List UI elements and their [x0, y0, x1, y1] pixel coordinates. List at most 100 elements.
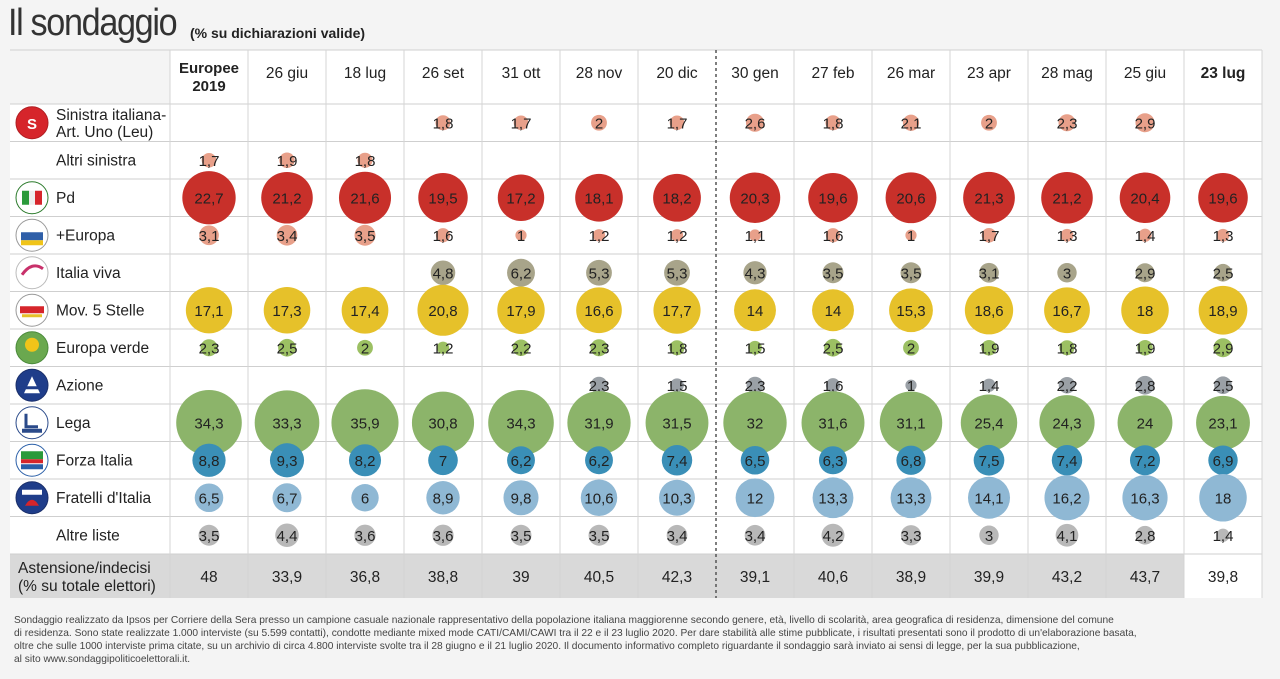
value-bubble — [199, 225, 219, 246]
value-bubble — [354, 224, 376, 246]
value-label: 8,8 — [199, 453, 220, 470]
value-bubble — [585, 446, 613, 475]
value-bubble — [1060, 228, 1074, 242]
value-bubble — [889, 288, 933, 333]
value-label: 20,8 — [428, 303, 457, 320]
value-label: 1,8 — [1057, 340, 1078, 357]
value-label: 34,3 — [506, 415, 535, 432]
abstention-value: 33,9 — [272, 569, 302, 586]
value-bubble — [512, 339, 530, 357]
value-bubble — [818, 446, 848, 475]
value-label: 17,9 — [506, 303, 535, 320]
value-bubble — [821, 523, 845, 547]
value-bubble — [1057, 263, 1077, 283]
value-bubble — [426, 481, 460, 515]
value-label: 1,7 — [979, 228, 1000, 245]
value-label: 2,3 — [589, 378, 610, 395]
value-bubble — [507, 258, 535, 287]
value-label: 13,3 — [818, 490, 847, 507]
abstention-last-cell — [1184, 554, 1262, 598]
value-bubble — [661, 445, 693, 476]
value-label: 2,3 — [745, 378, 766, 395]
value-bubble — [497, 286, 545, 334]
value-label: 2 — [985, 115, 993, 132]
abstention-value: 40,5 — [584, 569, 614, 586]
value-label: 1,7 — [511, 115, 532, 132]
value-label: 13,3 — [896, 490, 925, 507]
value-label: 2,5 — [823, 340, 844, 357]
value-bubble — [194, 483, 224, 513]
value-bubble — [1196, 395, 1250, 450]
value-bubble — [824, 338, 842, 357]
value-label: 2,3 — [589, 340, 610, 357]
value-bubble — [670, 378, 684, 393]
value-label: 3,5 — [589, 528, 610, 545]
value-label: 1,4 — [979, 378, 1000, 395]
value-bubble — [428, 445, 458, 476]
abstention-value: 40,6 — [818, 569, 848, 586]
value-bubble — [201, 152, 217, 168]
value-label: 3,5 — [511, 528, 532, 545]
value-bubble — [488, 389, 554, 456]
row-label: Altre liste — [56, 527, 120, 544]
value-label: 1 — [907, 378, 915, 395]
value-bubble — [669, 115, 685, 131]
value-label: 1,8 — [433, 115, 454, 132]
value-label: 7,5 — [979, 453, 1000, 470]
value-label: 2,9 — [1135, 265, 1156, 282]
value-label: 1,6 — [823, 228, 844, 245]
value-label: 2 — [361, 340, 369, 357]
value-bubble — [1135, 375, 1155, 395]
value-label: 2,5 — [277, 340, 298, 357]
value-bubble — [745, 113, 765, 132]
value-bubble — [590, 376, 608, 394]
value-bubble — [981, 227, 997, 243]
value-label: 6,2 — [511, 453, 532, 470]
value-label: 2,2 — [1057, 378, 1078, 395]
value-bubble — [1213, 338, 1233, 358]
value-bubble — [278, 338, 296, 357]
value-label: 1,2 — [589, 228, 610, 245]
value-label: 3,4 — [277, 228, 298, 245]
svg-text:S: S — [27, 116, 37, 133]
value-label: 15,3 — [896, 303, 925, 320]
value-label: 2,2 — [511, 340, 532, 357]
value-bubble — [967, 476, 1011, 519]
value-label: 25,4 — [974, 415, 1003, 432]
value-bubble — [964, 286, 1014, 335]
value-label: 16,7 — [1052, 303, 1081, 320]
value-label: 17,7 — [662, 303, 691, 320]
value-bubble — [902, 114, 920, 131]
value-label: 8,9 — [433, 490, 454, 507]
value-label: 1,6 — [433, 228, 454, 245]
value-label: 3,3 — [901, 528, 922, 545]
value-bubble — [900, 525, 922, 546]
value-label: 17,4 — [350, 303, 379, 320]
value-label: 1,3 — [1213, 228, 1234, 245]
abstention-value: 43,7 — [1130, 569, 1160, 586]
value-label: 10,6 — [584, 490, 613, 507]
value-bubble — [261, 171, 313, 224]
value-bubble — [507, 446, 535, 475]
value-bubble — [354, 524, 376, 546]
value-bubble — [1137, 340, 1153, 356]
abstention-value: 43,2 — [1052, 569, 1082, 586]
value-label: 22,7 — [194, 190, 223, 207]
value-label: 21,2 — [272, 190, 301, 207]
value-label: 1 — [907, 228, 915, 245]
value-label: 35,9 — [350, 415, 379, 432]
value-bubble — [263, 286, 311, 334]
row-label: Forza Italia — [56, 452, 133, 469]
value-label: 2,9 — [1213, 340, 1234, 357]
column-header: 26 set — [422, 65, 465, 82]
column-header: 18 lug — [344, 65, 386, 82]
value-bubble — [430, 260, 456, 286]
row-label: Art. Uno (Leu) — [56, 124, 153, 141]
value-bubble — [432, 524, 454, 546]
column-header: 28 nov — [576, 65, 623, 82]
value-bubble — [1138, 228, 1152, 242]
value-bubble — [645, 391, 709, 455]
value-label: 3,6 — [355, 528, 376, 545]
value-bubble — [670, 229, 684, 242]
fratelli-italia-logo-icon — [15, 481, 49, 515]
